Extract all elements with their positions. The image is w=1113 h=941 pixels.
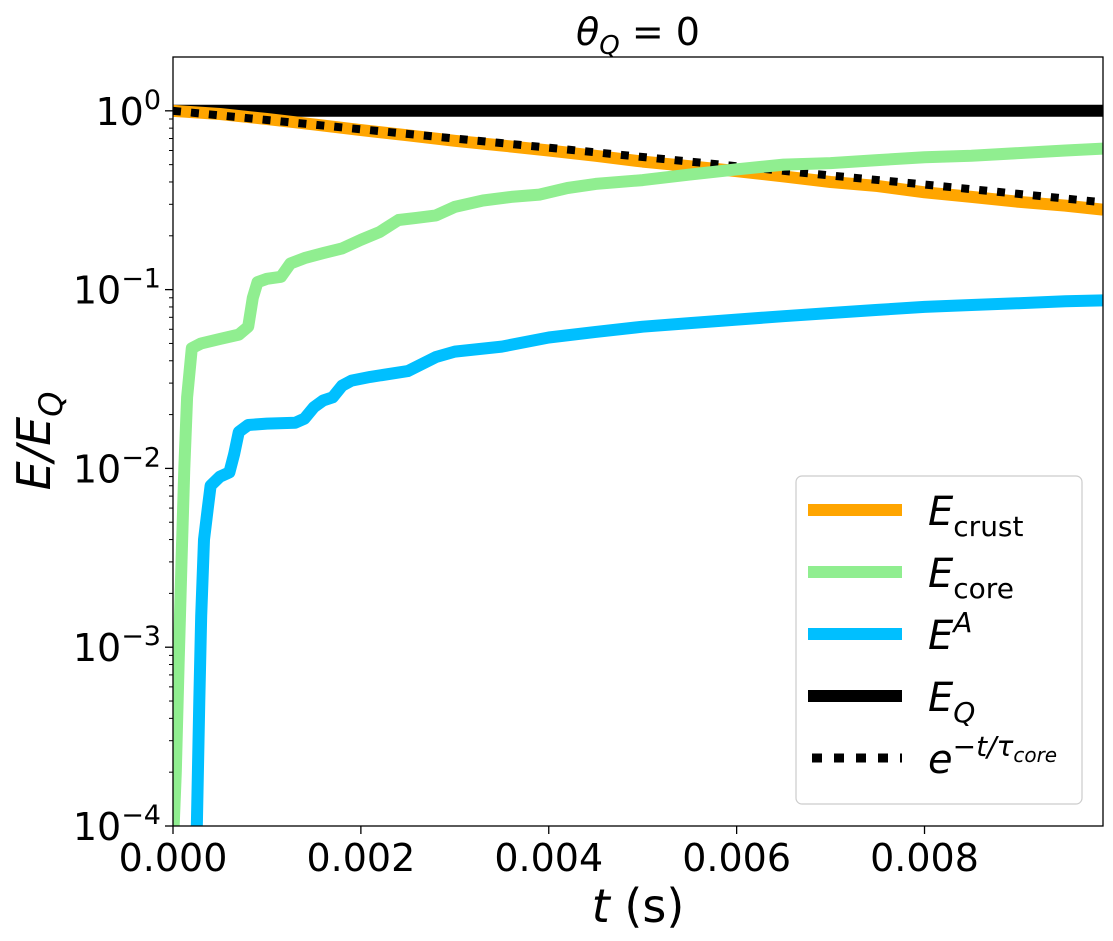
legend-label: Ecrust	[928, 489, 1024, 543]
x-tick-label: 0.000	[119, 836, 228, 880]
legend-box	[795, 475, 1083, 805]
y-axis-ticks: 100 10−1 10−2 10−3 10−4	[73, 85, 173, 849]
x-tick-label: 0.004	[494, 836, 603, 880]
series-line-e-core	[173, 142, 1103, 826]
series-line-e-crust	[173, 104, 1103, 216]
y-tick-label: 10−3	[73, 621, 161, 670]
y-axis-label: E/EQ	[7, 392, 70, 491]
chart-title: θQ = 0	[576, 10, 700, 61]
legend-label: EQ	[928, 675, 975, 729]
legend-label: e−t/τcore	[928, 730, 1057, 783]
x-tick-label: 0.008	[870, 836, 979, 880]
series-line-e-a	[190, 294, 1103, 826]
series-layer	[173, 104, 1103, 826]
legend-label: Ecore	[928, 551, 1014, 605]
y-tick-label: 10−1	[73, 264, 161, 313]
series-line-exp-t-tau-core-	[173, 106, 1103, 207]
y-tick-label: 10−4	[73, 800, 161, 849]
legend-label: EA	[928, 606, 972, 659]
y-tick-label: 100	[95, 85, 161, 134]
y-tick-label: 10−2	[73, 442, 161, 491]
plot-frame	[172, 56, 1104, 827]
x-tick-label: 0.006	[682, 836, 791, 880]
x-axis-label: t (s)	[592, 879, 685, 933]
x-tick-label: 0.002	[306, 836, 415, 880]
x-axis-ticks: 0.000 0.002 0.004 0.006 0.008	[119, 826, 979, 880]
